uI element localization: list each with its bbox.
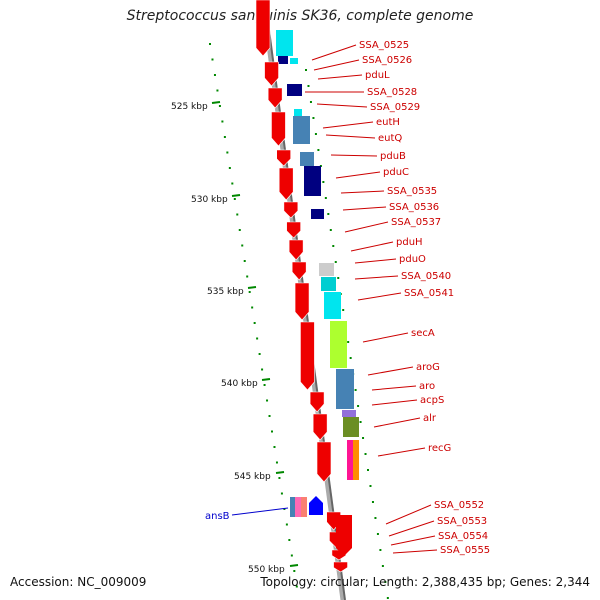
cds-arrow — [309, 391, 325, 413]
genome-stats-text: Topology: circular; Length: 2,388,435 bp… — [260, 575, 590, 589]
connector-line — [385, 504, 432, 525]
kbp-label-545: 545 kbp — [234, 472, 271, 482]
gene-label[interactable]: secA — [411, 328, 435, 339]
cds-arrow — [333, 561, 348, 573]
kbp-tick — [247, 286, 257, 289]
gene-label[interactable]: pduH — [396, 237, 423, 248]
connector-line — [354, 275, 399, 280]
cds-arrow — [264, 61, 279, 87]
gene-label[interactable]: aro — [419, 381, 435, 392]
gene-label[interactable]: SSA_0554 — [438, 531, 488, 542]
gene-label[interactable]: SSA_0553 — [437, 516, 487, 527]
gene-label[interactable]: eutH — [376, 117, 400, 128]
connector-line — [377, 447, 426, 457]
label-connectors — [231, 44, 438, 554]
connector-line — [371, 385, 417, 391]
gene-label[interactable]: SSA_0528 — [367, 87, 417, 98]
connector-line — [354, 258, 397, 264]
kbp-tick — [231, 194, 241, 197]
connector-line — [340, 190, 385, 194]
gene-label[interactable]: SSA_0555 — [440, 545, 490, 556]
gene-label[interactable]: pduB — [380, 151, 406, 162]
cds-arrow — [278, 167, 294, 201]
kbp-tick — [275, 471, 285, 474]
gene-labels-left: ansB — [205, 511, 230, 522]
cds-arrow — [312, 413, 328, 441]
gene-label[interactable]: SSA_0537 — [391, 217, 441, 228]
kbp-label-550: 550 kbp — [248, 565, 285, 575]
connector-line — [362, 332, 409, 343]
connector-line — [342, 206, 387, 211]
gene-labels-right: SSA_0525 SSA_0526 pduL SSA_0528 SSA_0529… — [359, 40, 490, 556]
gene-label[interactable]: acpS — [420, 395, 444, 406]
connector-line — [335, 171, 381, 179]
connector-line — [322, 121, 374, 129]
cds-arrow — [267, 87, 283, 109]
kbp-tick — [261, 378, 271, 381]
connector-line — [373, 417, 421, 428]
gene-label[interactable]: SSA_0541 — [404, 288, 454, 299]
feature-blocks — [276, 30, 359, 517]
connector-line — [350, 241, 394, 252]
gene-label[interactable]: recG — [428, 443, 451, 454]
gene-label[interactable]: pduC — [383, 167, 409, 178]
cds-arrow — [300, 321, 315, 391]
connector-line — [392, 549, 438, 554]
gene-label-left[interactable]: ansB — [205, 511, 230, 522]
connector-line — [330, 154, 378, 157]
connector-line — [367, 366, 414, 376]
connector-line — [388, 520, 435, 537]
cds-arrow — [255, 0, 271, 57]
gene-label[interactable]: SSA_0552 — [434, 500, 484, 511]
gene-label[interactable]: eutQ — [378, 133, 402, 144]
connector-line — [231, 507, 289, 516]
cds-arrow — [288, 239, 304, 261]
gene-label[interactable]: alr — [423, 413, 437, 424]
connector-line — [390, 535, 436, 546]
map-title: Streptococcus sanguinis SK36, complete g… — [126, 8, 474, 24]
gene-label[interactable]: aroG — [416, 362, 440, 373]
gene-label[interactable]: SSA_0529 — [370, 102, 420, 113]
cds-arrow — [294, 282, 310, 321]
gene-label[interactable]: pduO — [399, 254, 426, 265]
gene-label[interactable]: SSA_0525 — [359, 40, 409, 51]
gene-label[interactable]: SSA_0536 — [389, 202, 439, 213]
connector-line — [316, 103, 368, 108]
cds-arrow — [283, 201, 299, 219]
kbp-tick — [211, 101, 221, 104]
kbp-label-535: 535 kbp — [207, 287, 244, 297]
gene-label[interactable]: pduL — [365, 70, 390, 81]
cds-arrow — [276, 149, 292, 167]
cds-arrow — [316, 441, 332, 483]
kbp-labels: 525 kbp 530 kbp 535 kbp 540 kbp 545 kbp … — [171, 102, 285, 575]
accession-text: Accession: NC_009009 — [10, 575, 147, 589]
kbp-tick — [289, 564, 299, 567]
cds-arrow — [291, 261, 307, 281]
connector-line — [371, 399, 418, 406]
cds-arrow — [271, 111, 286, 147]
connector-line — [311, 44, 357, 61]
connector-line — [325, 134, 376, 139]
kbp-label-540: 540 kbp — [221, 379, 258, 389]
cds-arrow — [336, 515, 352, 556]
kbp-label-530: 530 kbp — [191, 195, 228, 205]
gene-label[interactable]: SSA_0540 — [401, 271, 451, 282]
kbp-label-525: 525 kbp — [171, 102, 208, 112]
connector-line — [357, 292, 402, 301]
connector-line — [344, 221, 389, 233]
cds-arrow — [286, 221, 301, 239]
connector-line — [313, 59, 360, 71]
gene-label[interactable]: SSA_0526 — [362, 55, 412, 66]
cds-arrows — [255, 0, 352, 573]
connector-line — [317, 74, 363, 80]
gene-label[interactable]: SSA_0535 — [387, 186, 437, 197]
